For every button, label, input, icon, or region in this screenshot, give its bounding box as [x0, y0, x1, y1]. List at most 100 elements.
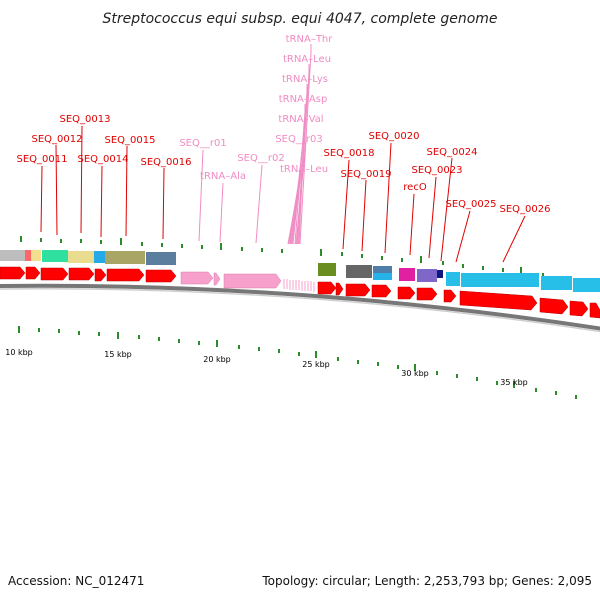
cog-block — [446, 272, 460, 286]
label-seq-0025: SEQ_0025 — [446, 199, 497, 210]
scale-label: 20 kbp — [203, 355, 231, 364]
rna-leader-lines — [198, 44, 312, 245]
label-seq-0020: SEQ_0020 — [369, 131, 420, 142]
cog-block — [68, 251, 94, 263]
label-trna-asp: tRNA–Asp — [279, 94, 328, 105]
genome-backbone — [0, 283, 600, 331]
label-seq-r01: SEQ__r01 — [179, 138, 226, 149]
cog-block — [105, 251, 145, 264]
cog-block — [373, 266, 392, 273]
cog-block — [31, 250, 41, 261]
accession-text: Accession: NC_012471 — [8, 574, 144, 588]
cds-arrow — [345, 283, 371, 297]
label-trna-leu-2: tRNA–Leu — [280, 164, 328, 175]
rna-labels: SEQ__r01 tRNA–Ala SEQ__r02 tRNA–Thr tRNA… — [179, 34, 333, 182]
cog-block — [146, 252, 176, 265]
label-trna-thr: tRNA–Thr — [286, 34, 334, 45]
cds-arrow — [25, 266, 41, 280]
rna-arrow — [180, 271, 214, 285]
leader-seq-0025 — [455, 210, 471, 263]
leader-seq-0014 — [100, 165, 103, 238]
cds-arrow — [335, 282, 344, 296]
genome-title: Streptococcus equi subsp. equi 4047, com… — [102, 11, 497, 27]
cds-arrow — [569, 300, 589, 317]
cog-block — [541, 276, 572, 290]
label-trna-leu-1: tRNA–Leu — [283, 54, 331, 65]
cds-arrow — [397, 286, 416, 300]
label-trna-lys: tRNA–Lys — [282, 74, 328, 85]
label-reco: recO — [403, 182, 427, 193]
cog-block — [573, 278, 600, 292]
cds-arrow — [40, 267, 69, 281]
outer-ticks — [20, 236, 584, 283]
leader-seq-0018 — [342, 159, 350, 250]
label-seq-0011: SEQ_0011 — [17, 154, 68, 165]
cds-arrow — [145, 269, 177, 283]
cog-block — [42, 250, 68, 262]
label-seq-0019: SEQ_0019 — [341, 169, 392, 180]
leader-seq-0015 — [125, 145, 128, 237]
genome-summary-text: Topology: circular; Length: 2,253,793 bp… — [261, 574, 592, 588]
label-seq-0026: SEQ_0026 — [500, 204, 551, 215]
cds-arrow — [589, 302, 600, 319]
leader-seq-0013 — [80, 125, 83, 234]
scale-label: 15 kbp — [104, 350, 132, 359]
label-seq-0012: SEQ_0012 — [32, 134, 83, 145]
cds-arrow — [459, 290, 538, 311]
leader-seq-r01 — [198, 149, 204, 242]
cog-block — [437, 270, 443, 278]
cog-block — [346, 265, 372, 278]
cog-block — [25, 250, 31, 261]
leader-seq-0026 — [502, 215, 526, 263]
leader-seq-0023 — [428, 176, 437, 259]
cds-labels: SEQ_0011 SEQ_0012 SEQ_0013 SEQ_0014 SEQ_… — [17, 114, 551, 215]
cds-arrow — [94, 268, 107, 282]
label-seq-0023: SEQ_0023 — [412, 165, 463, 176]
cds-arrow — [416, 287, 438, 301]
leader-seq-0020 — [384, 142, 392, 254]
cds-arrow — [106, 268, 145, 282]
label-seq-r03: SEQ__r03 — [275, 134, 322, 145]
cog-block — [318, 263, 336, 276]
rna-arrow — [213, 272, 221, 286]
cog-block — [399, 268, 415, 281]
leader-seq-0019 — [361, 179, 367, 252]
cog-block — [373, 273, 392, 280]
cog-block — [0, 250, 25, 261]
cds-arrow — [317, 281, 337, 295]
leader-seq-0011 — [40, 165, 43, 233]
label-seq-0015: SEQ_0015 — [105, 135, 156, 146]
leader-seq-0012 — [55, 144, 58, 236]
scale-label: 35 kbp — [500, 378, 528, 387]
cds-leader-lines — [40, 125, 526, 263]
trna-cluster-genes — [283, 279, 315, 292]
label-seq-0018: SEQ_0018 — [324, 148, 375, 159]
scale-ticks — [18, 326, 577, 399]
leader-trna-ala — [219, 182, 224, 243]
label-seq-0024: SEQ_0024 — [427, 147, 478, 158]
cds-arrow — [371, 284, 392, 298]
leader-seq-0016 — [162, 167, 165, 240]
cds-arrow — [443, 289, 457, 303]
rna-arrow — [223, 273, 282, 289]
scale-label: 10 kbp — [5, 348, 33, 357]
label-seq-0014: SEQ_0014 — [78, 154, 129, 165]
cds-arrow — [0, 266, 26, 280]
label-seq-r02: SEQ__r02 — [237, 153, 284, 164]
scale-labels: 10 kbp 15 kbp 20 kbp 25 kbp 30 kbp 35 kb… — [5, 348, 528, 387]
cog-block — [417, 269, 437, 282]
scale-label: 30 kbp — [401, 369, 429, 378]
cog-block — [94, 251, 105, 263]
label-seq-0016: SEQ_0016 — [141, 157, 192, 168]
leader-reco — [409, 193, 415, 256]
leader-seq-r02 — [255, 164, 263, 244]
label-trna-ala: tRNA–Ala — [200, 171, 246, 182]
cog-track — [0, 250, 600, 292]
cds-arrow — [539, 297, 569, 315]
gene-track — [0, 266, 600, 319]
label-seq-0013: SEQ_0013 — [60, 114, 111, 125]
leader-seq-0024 — [440, 157, 453, 262]
label-trna-val: tRNA–Val — [278, 114, 323, 125]
scale-label: 25 kbp — [302, 360, 330, 369]
